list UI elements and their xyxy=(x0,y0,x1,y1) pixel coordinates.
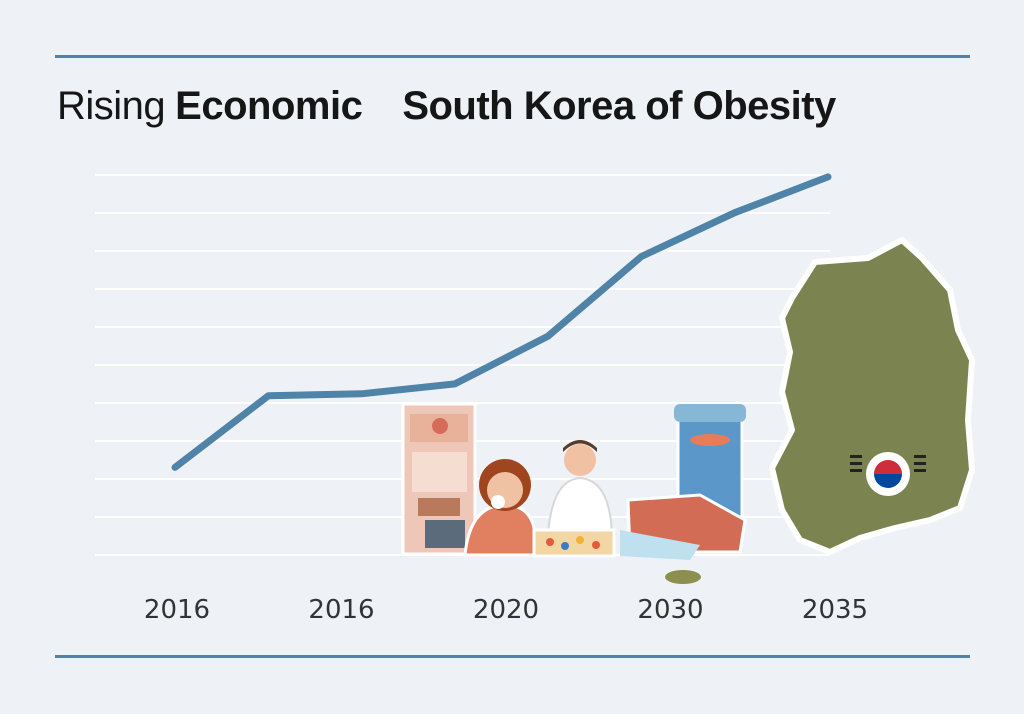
chef-illustration xyxy=(532,440,616,558)
bottom-rule xyxy=(55,655,970,658)
title-part-rising: Rising xyxy=(57,84,166,128)
food-stack-illustration xyxy=(401,402,477,556)
x-axis-ticks: 2016 2016 2020 2030 2035 xyxy=(144,595,868,625)
x-tick-label: 2020 xyxy=(473,595,539,625)
korean-flag-icon xyxy=(850,452,926,496)
series-line xyxy=(171,173,832,471)
chart-title: Rising Economic South Korea of Obesity xyxy=(57,84,974,129)
x-tick-label: 2016 xyxy=(144,595,210,625)
drink-cup-illustration xyxy=(620,404,747,584)
title-part-south-korea: South Korea of Obesity xyxy=(402,84,836,128)
x-tick-label: 2030 xyxy=(637,595,703,625)
south-korea-map-icon xyxy=(769,237,975,555)
x-tick-label: 2035 xyxy=(802,595,868,625)
x-tick-label: 2016 xyxy=(308,595,374,625)
top-rule xyxy=(55,55,970,58)
series-group xyxy=(171,173,832,471)
title-part-economic: Economic xyxy=(175,84,363,128)
